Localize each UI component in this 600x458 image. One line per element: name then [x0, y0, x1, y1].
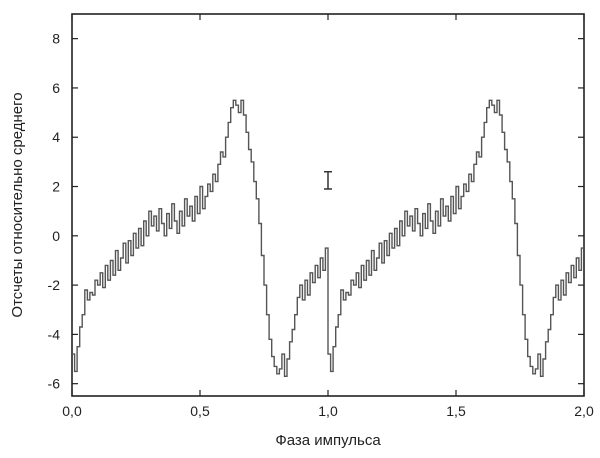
x-tick-label: 0,0	[62, 403, 82, 419]
y-tick-label: -2	[48, 277, 61, 293]
y-tick-label: 6	[52, 80, 60, 96]
y-tick-label: 2	[52, 179, 60, 195]
x-tick-label: 2,0	[574, 403, 594, 419]
y-axis-label: Отсчеты относительно среднего	[9, 92, 26, 317]
x-axis-label: Фаза импульса	[275, 432, 381, 449]
x-tick-label: 1,5	[446, 403, 466, 419]
y-tick-label: 0	[52, 228, 60, 244]
y-tick-label: 8	[52, 31, 60, 47]
x-tick-label: 1,0	[318, 403, 338, 419]
y-tick-label: -6	[48, 376, 61, 392]
x-axis-ticks: 0,0 0,5 1,0 1,5 2,0	[62, 14, 594, 419]
y-axis-ticks: -6 -4 -2 0 2 4 6 8	[48, 31, 584, 392]
series-line	[72, 99, 584, 377]
error-bar	[324, 170, 332, 190]
y-tick-label: -4	[48, 326, 61, 342]
y-tick-label: 4	[52, 129, 60, 145]
x-tick-label: 0,5	[190, 403, 210, 419]
